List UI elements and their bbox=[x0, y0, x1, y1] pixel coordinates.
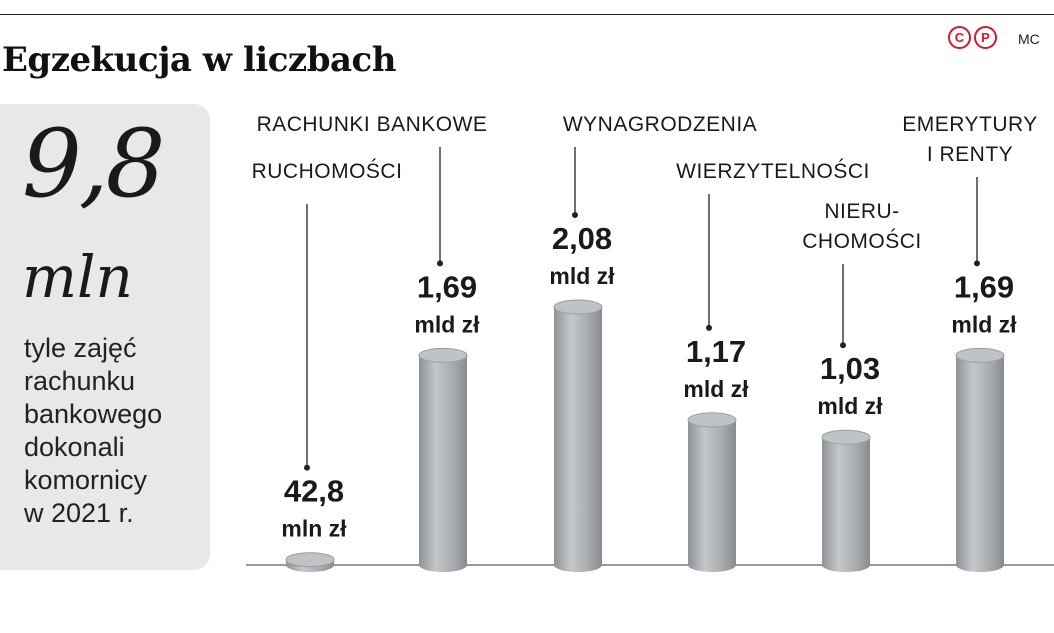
bar-3 bbox=[554, 307, 602, 572]
category-label: RUCHOMOŚCI bbox=[252, 159, 403, 183]
category-label: WIERZYTELNOŚCI bbox=[676, 159, 870, 183]
leader-dot bbox=[304, 464, 310, 471]
category-label: EMERYTURY bbox=[902, 113, 1038, 136]
highlight-line: w 2021 r. bbox=[24, 498, 134, 528]
data-label: 42,8 bbox=[284, 474, 344, 509]
category-label: NIERU- bbox=[824, 200, 899, 223]
leader-dot bbox=[437, 260, 443, 267]
bar-cap-3 bbox=[553, 299, 603, 315]
highlight-unit: mln bbox=[22, 243, 133, 311]
data-label: 1,03 bbox=[820, 351, 880, 386]
unit-label: mld zł bbox=[951, 311, 1017, 337]
category-label: CHOMOŚCI bbox=[802, 229, 922, 253]
category-label: RACHUNKI BANKOWE bbox=[257, 113, 488, 136]
data-label: 2,08 bbox=[552, 221, 612, 256]
highlight-line: komornicy bbox=[24, 465, 148, 495]
unit-label: mld zł bbox=[817, 393, 883, 419]
category-label: WYNAGRODZENIA bbox=[563, 113, 757, 136]
data-label: 1,17 bbox=[686, 334, 746, 369]
leader-dot bbox=[706, 324, 712, 331]
leader-dot bbox=[840, 342, 846, 349]
publisher-logo: C P bbox=[948, 26, 997, 49]
highlight-description: tyle zajęć rachunku bankowego dokonali k… bbox=[24, 332, 204, 530]
author-credit: MC bbox=[1018, 31, 1040, 47]
bar-5 bbox=[822, 437, 870, 572]
bar-cap-4 bbox=[687, 412, 737, 428]
bar-cap-2 bbox=[418, 347, 468, 363]
unit-label: mld zł bbox=[549, 263, 615, 289]
unit-label: mld zł bbox=[683, 376, 749, 402]
logo-c-icon: C bbox=[948, 26, 971, 49]
highlight-line: tyle zajęć bbox=[24, 333, 137, 363]
highlight-number: 9,8 bbox=[22, 110, 165, 219]
data-label: 1,69 bbox=[417, 269, 477, 304]
unit-label: mld zł bbox=[414, 311, 480, 337]
chart-title: Egzekucja w liczbach bbox=[2, 40, 396, 80]
bar-cap-6 bbox=[955, 347, 1005, 363]
highlight-line: dokonali bbox=[24, 432, 125, 462]
highlight-panel bbox=[0, 104, 210, 570]
bar-2 bbox=[419, 355, 467, 572]
leader-dot bbox=[974, 260, 980, 267]
bar-cap-1 bbox=[285, 552, 335, 568]
bar-6 bbox=[956, 355, 1004, 572]
data-label: 1,69 bbox=[954, 269, 1014, 304]
bar-4 bbox=[688, 419, 736, 572]
unit-label: mln zł bbox=[281, 516, 347, 542]
leader-dot bbox=[572, 212, 578, 218]
category-label: I RENTY bbox=[927, 143, 1013, 166]
highlight-line: rachunku bbox=[24, 366, 136, 396]
bar-cap-5 bbox=[821, 429, 871, 445]
top-rule bbox=[0, 14, 1054, 15]
logo-p-icon: P bbox=[974, 26, 997, 49]
highlight-line: bankowego bbox=[24, 399, 163, 429]
